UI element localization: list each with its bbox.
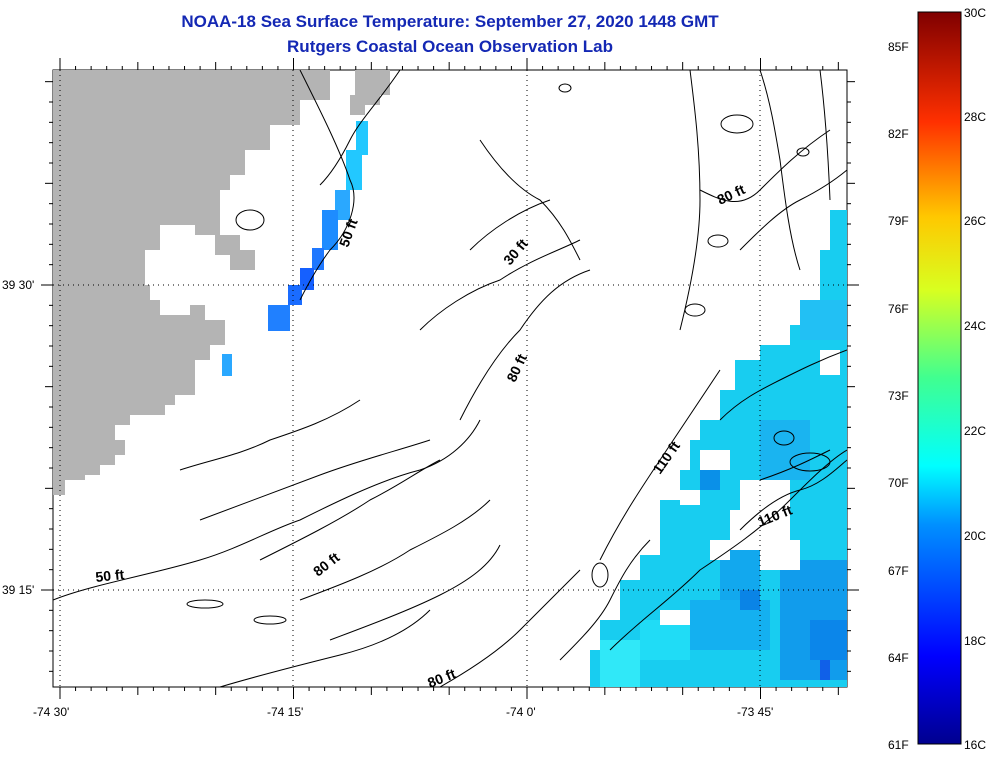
colorbar-fahrenheit-label: 64F <box>888 651 909 665</box>
colorbar-celsius-label: 18C <box>964 634 987 648</box>
colorbar-celsius-label: 28C <box>964 110 987 124</box>
colorbar-fahrenheit-label: 82F <box>888 127 909 141</box>
chart-title: NOAA-18 Sea Surface Temperature: Septemb… <box>181 12 719 31</box>
colorbar-celsius-label: 30C <box>964 6 987 20</box>
longitude-labels: -74 30' -74 15' -74 0' -73 45' <box>33 705 773 719</box>
lon-tick-label: -74 0' <box>506 705 536 719</box>
lat-tick-label: 39 15' <box>2 583 34 597</box>
lat-tick-label: 39 30' <box>2 278 34 292</box>
colorbar-fahrenheit-label: 70F <box>888 476 909 490</box>
lon-tick-label: -73 45' <box>737 705 773 719</box>
colorbar-fahrenheit-label: 85F <box>888 40 909 54</box>
contour-label: 50 ft <box>95 566 126 585</box>
colorbar <box>917 11 962 745</box>
axis-ticks <box>41 58 859 699</box>
colorbar-celsius-label: 16C <box>964 738 987 752</box>
colorbar-celsius-label: 26C <box>964 214 987 228</box>
colorbar-fahrenheit-label: 79F <box>888 214 909 228</box>
colorbar-fahrenheit-label: 73F <box>888 389 909 403</box>
land-patch-2 <box>240 250 255 265</box>
colorbar-fahrenheit-label: 67F <box>888 564 909 578</box>
lon-tick-label: -74 30' <box>33 705 69 719</box>
colorbar-celsius-label: 22C <box>964 424 987 438</box>
land-new-jersey <box>53 70 330 495</box>
colorbar-celsius-label: 24C <box>964 319 987 333</box>
latitude-labels: 39 30' 39 15' <box>2 278 34 597</box>
chart-subtitle: Rutgers Coastal Ocean Observation Lab <box>287 37 613 56</box>
colorbar-fahrenheit-label: 61F <box>888 738 909 752</box>
land-patch-1 <box>350 70 390 115</box>
lon-tick-label: -74 15' <box>267 705 303 719</box>
colorbar-fahrenheit-label: 76F <box>888 302 909 316</box>
bathymetry-contours <box>53 70 847 687</box>
colorbar-celsius-label: 20C <box>964 529 987 543</box>
